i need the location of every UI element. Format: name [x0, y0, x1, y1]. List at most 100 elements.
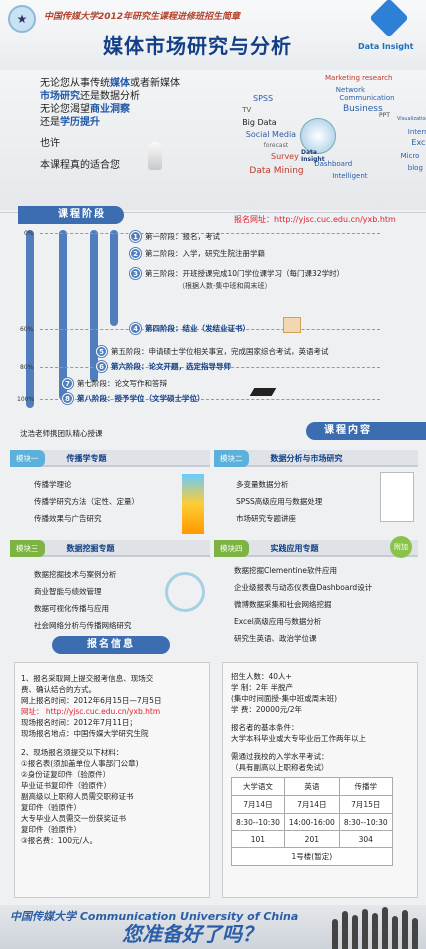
module-item: 微博数据采集和社会网络挖掘: [234, 600, 332, 609]
intro-line-3: 无论您渴望商业洞察: [40, 104, 130, 115]
info-line[interactable]: 网址： http://yjsc.cuc.edu.cn/yxb.htm: [21, 707, 161, 716]
keyword-cloud: Marketing research SPSS Network Communicati…: [235, 72, 426, 190]
stage-item: 2 第二阶段：入学，研究生院注册学籍: [130, 248, 265, 259]
info-line: 复印件（验原件）: [21, 825, 81, 834]
keyword: Big Data: [242, 118, 277, 127]
pct-line: [40, 367, 380, 368]
module-item: 研究生英语、政治学位课: [234, 634, 317, 643]
module-2-image: [380, 472, 414, 522]
pct-label: 60%: [20, 326, 34, 333]
progress-bar-track: [26, 230, 34, 408]
pct-line: [40, 329, 380, 330]
stage-timeline: 0% 60% 80% 100% 1 第一阶段：报名，考试 2 第二阶段：入学，研究生…: [0, 230, 426, 410]
module-item: SPSS高级应用与数据处理: [236, 497, 323, 506]
module-item: Excel高级应用与数据分析: [234, 617, 322, 626]
module-item: 传播效果与广告研究: [34, 514, 102, 523]
module-4: 模块四 实践应用专题 数据挖掘Clementine软件应用 企业级报表与动态仪表盘…: [214, 540, 418, 650]
info-line: [231, 715, 409, 722]
info-line: 大学本科毕业或大专毕业后工作两年以上: [231, 734, 366, 743]
info-line: (集中时间面授-集中班或周末班): [231, 694, 338, 703]
stage-item: 4 第四阶段：结业（发结业证书）: [130, 323, 250, 334]
table-cell: 1号楼(暂定): [231, 847, 393, 866]
info-left-box: 1、报名采取网上提交报考信息、现场交 费、确认结合的方式。 网上报名时间：2012年…: [14, 662, 210, 898]
intro-line-1: 无论您从事传统媒体或者新媒体: [40, 78, 180, 89]
module-item: 社会网络分析与传播网络研究: [34, 621, 132, 630]
info-line: 现场报名地点：中国传媒大学研究生院: [21, 729, 149, 738]
keyword: Intelligent: [332, 172, 368, 180]
website-link[interactable]: 报名网址：http://yjsc.cuc.edu.cn/yxb.htm: [234, 215, 396, 224]
info-line: （具有副高以上职称者免试）: [231, 763, 329, 772]
lightbulb-icon: [148, 142, 162, 170]
globe-icon: Data Insight: [300, 118, 336, 163]
table-cell: 传播学: [338, 777, 393, 796]
progress-bar-track: [90, 230, 98, 382]
header-banner: [0, 0, 426, 70]
table-cell: 101: [231, 830, 285, 848]
teacher-note: 沈浩老师携团队精心授课: [20, 429, 103, 438]
pct-label: 80%: [20, 364, 34, 371]
header-subtitle: 中国传媒大学2012年研究生课程进修班招生简章: [44, 12, 241, 22]
info-line: [231, 744, 409, 751]
info-line: 复印件（验原件）: [21, 803, 81, 812]
module-2: 模块二 数据分析与市场研究 多变量数据分析 SPSS高级应用与数据处理 市场研究专…: [214, 450, 418, 530]
module-item: 数据挖掘技术与案例分析: [34, 570, 117, 579]
graduation-cap-icon: [249, 388, 277, 396]
stage-item: 5 第五阶段：申请硕士学位相关事宜，完成国家综合考试，英语考试: [96, 346, 329, 357]
info-line: 学 费：20000元/2年: [231, 705, 303, 714]
content-header: 课程内容: [306, 422, 426, 440]
stage-note: （根据人数-集中班和周末班）: [178, 282, 272, 290]
keyword: Internet: [407, 128, 426, 136]
info-line: 网上报名时间：2012年6月15日—7月5日: [21, 696, 162, 705]
keyword: Business: [343, 104, 383, 114]
footer-slogan: 您准备好了吗？: [122, 922, 262, 946]
module-1-image: [182, 474, 204, 534]
pct-label: 0%: [24, 230, 34, 237]
divider: [0, 212, 426, 213]
module-item: 商业智能与绩效管理: [34, 587, 102, 596]
table-cell: 大学语文: [231, 777, 285, 796]
module-3: 模块三 数据挖掘专题 数据挖掘技术与案例分析 商业智能与绩效管理 数据可视化传播与…: [10, 540, 210, 637]
keyword: Excel: [411, 138, 426, 147]
module-item: 数据可视化传播与应用: [34, 604, 109, 613]
globe-label: Data Insight: [301, 149, 325, 163]
footer-school: 中国传媒大学 Communication University of China: [10, 910, 299, 923]
info-right-box: 招生人数：40人+ 学 制：2年 半脱产 (集中时间面授-集中班或周末班) 学 费：…: [222, 662, 418, 898]
progress-bar-track: [59, 230, 67, 400]
module-item: 市场研究专题讲座: [236, 514, 296, 523]
pct-line: [40, 233, 380, 234]
info-line: ②身份证复印件（验原件）: [21, 770, 111, 779]
keyword: SPSS: [253, 94, 274, 103]
keyword: PPT: [379, 112, 390, 119]
info-line: 需通过我校的入学水平考试：: [231, 752, 329, 761]
pct-line: [40, 399, 380, 400]
stages-header: 课程阶段: [18, 206, 124, 224]
stage-item: 8 第八阶段：授予学位（文学硕士学位）: [62, 393, 205, 404]
keyword: Dashboard: [314, 160, 353, 168]
table-cell: 8:30--10:30: [231, 813, 285, 831]
keyword: Communication: [339, 94, 395, 102]
table-cell: 英语: [283, 777, 340, 796]
stage-item: 1 第一阶段：报名，考试: [130, 231, 220, 242]
module-item: 数据挖掘Clementine软件应用: [234, 566, 337, 575]
stage-item: 6 第六阶段：论文开题，选定指导导师: [96, 361, 231, 372]
table-cell: 201: [283, 830, 340, 848]
intro-line-6: 本课程真的适合您: [40, 160, 120, 171]
info-line: 副高级以上职称人员需交职称证书: [21, 792, 134, 801]
table-cell: 7月14日: [283, 795, 340, 814]
university-logo: ★: [8, 5, 36, 33]
module-item: 传播学研究方法（定性、定量）: [34, 497, 139, 506]
info-line: 费、确认结合的方式。: [21, 685, 96, 694]
table-cell: 7月15日: [338, 795, 393, 814]
keyword: Network: [335, 86, 366, 94]
info-line: 招生人数：40人+: [231, 672, 292, 681]
module-item: 企业级报表与动态仪表盘Dashboard设计: [234, 583, 373, 592]
page-title: 媒体市场研究与分析: [103, 34, 292, 58]
info-line: ③报名费：100元/人。: [21, 836, 98, 845]
table-cell: 14:00-16:00: [283, 813, 340, 831]
info-line: ①报名表(须加盖单位人事部门公章): [21, 759, 139, 768]
intro-section: 无论您从事传统媒体或者新媒体 市场研究还是数据分析 无论您渴望商业洞察 还是学历…: [0, 70, 426, 210]
module-item: 多变量数据分析: [236, 480, 289, 489]
stage-item: 7 第七阶段：论文写作和答辩: [62, 378, 167, 389]
keyword: Survey: [271, 152, 299, 161]
keyword: forecast: [263, 142, 289, 149]
